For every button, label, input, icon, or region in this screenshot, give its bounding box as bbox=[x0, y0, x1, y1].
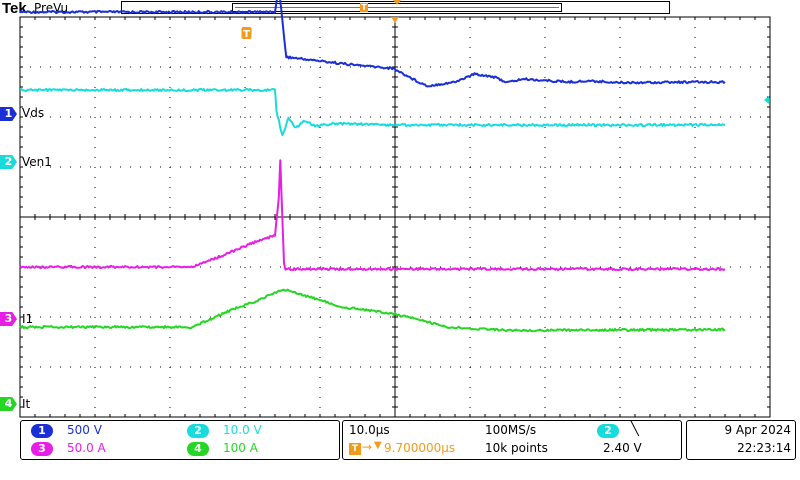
trigger-marker-label: T bbox=[243, 29, 250, 40]
trigger-delay[interactable]: 9.700000µs bbox=[384, 441, 456, 455]
falling-edge-icon: ╲ bbox=[631, 422, 639, 437]
record-waveform-preview bbox=[235, 7, 559, 8]
trigger-position-icon: T bbox=[349, 443, 361, 455]
trigger-marker-icon bbox=[241, 27, 252, 39]
ch2-scale[interactable]: 10.0 V bbox=[223, 423, 262, 437]
vertical-settings-panel[interactable]: 1 500 V 2 10.0 V 3 50.0 A 4 100 A bbox=[20, 420, 340, 460]
horizontal-trigger-panel[interactable]: 10.0µs 100MS/s T → ▼ 9.700000µs 10k poin… bbox=[342, 420, 682, 460]
ch1-badge: 1 bbox=[31, 424, 53, 438]
ch1-ground-marker[interactable]: 1 bbox=[0, 107, 17, 121]
ch3-scale[interactable]: 50.0 A bbox=[67, 441, 106, 455]
ch4-badge: 4 bbox=[187, 442, 209, 456]
time-text: 22:23:14 bbox=[737, 441, 791, 455]
trigger-level-icon bbox=[764, 96, 769, 104]
trigger-down-icon: ▼ bbox=[374, 440, 382, 451]
waveform-vds bbox=[19, 0, 726, 88]
ch2-label: Ven1 bbox=[22, 155, 52, 169]
record-position-marker-icon bbox=[393, 0, 401, 5]
ch2-badge: 2 bbox=[187, 424, 209, 438]
arrow-right-icon: → bbox=[362, 440, 373, 454]
waveform-it bbox=[19, 288, 726, 333]
ch1-label: Vds bbox=[22, 106, 45, 120]
record-length[interactable]: 10k points bbox=[485, 441, 548, 455]
trigger-level[interactable]: 2.40 V bbox=[603, 441, 642, 455]
ch2-ground-marker[interactable]: 2 bbox=[0, 155, 17, 169]
ch1-scale[interactable]: 500 V bbox=[67, 423, 102, 437]
ch3-ground-marker[interactable]: 3 bbox=[0, 312, 17, 326]
waveform-i1 bbox=[19, 159, 726, 272]
datetime-panel: 9 Apr 2024 22:23:14 bbox=[686, 420, 796, 460]
horizontal-scale[interactable]: 10.0µs bbox=[349, 423, 390, 437]
date-text: 9 Apr 2024 bbox=[724, 423, 791, 437]
sample-rate[interactable]: 100MS/s bbox=[485, 423, 537, 437]
ch4-label: It bbox=[22, 397, 31, 411]
waveform-ven1 bbox=[19, 87, 726, 137]
ch3-label: I1 bbox=[22, 312, 34, 326]
trigger-position-marker-icon bbox=[391, 17, 399, 23]
ch3-badge: 3 bbox=[31, 442, 53, 456]
ch4-scale[interactable]: 100 A bbox=[223, 441, 258, 455]
trigger-source-badge: 2 bbox=[597, 424, 619, 438]
record-trigger-icon: T bbox=[360, 3, 368, 12]
waveform-display[interactable]: T bbox=[0, 0, 800, 420]
ch4-ground-marker[interactable]: 4 bbox=[0, 397, 17, 411]
